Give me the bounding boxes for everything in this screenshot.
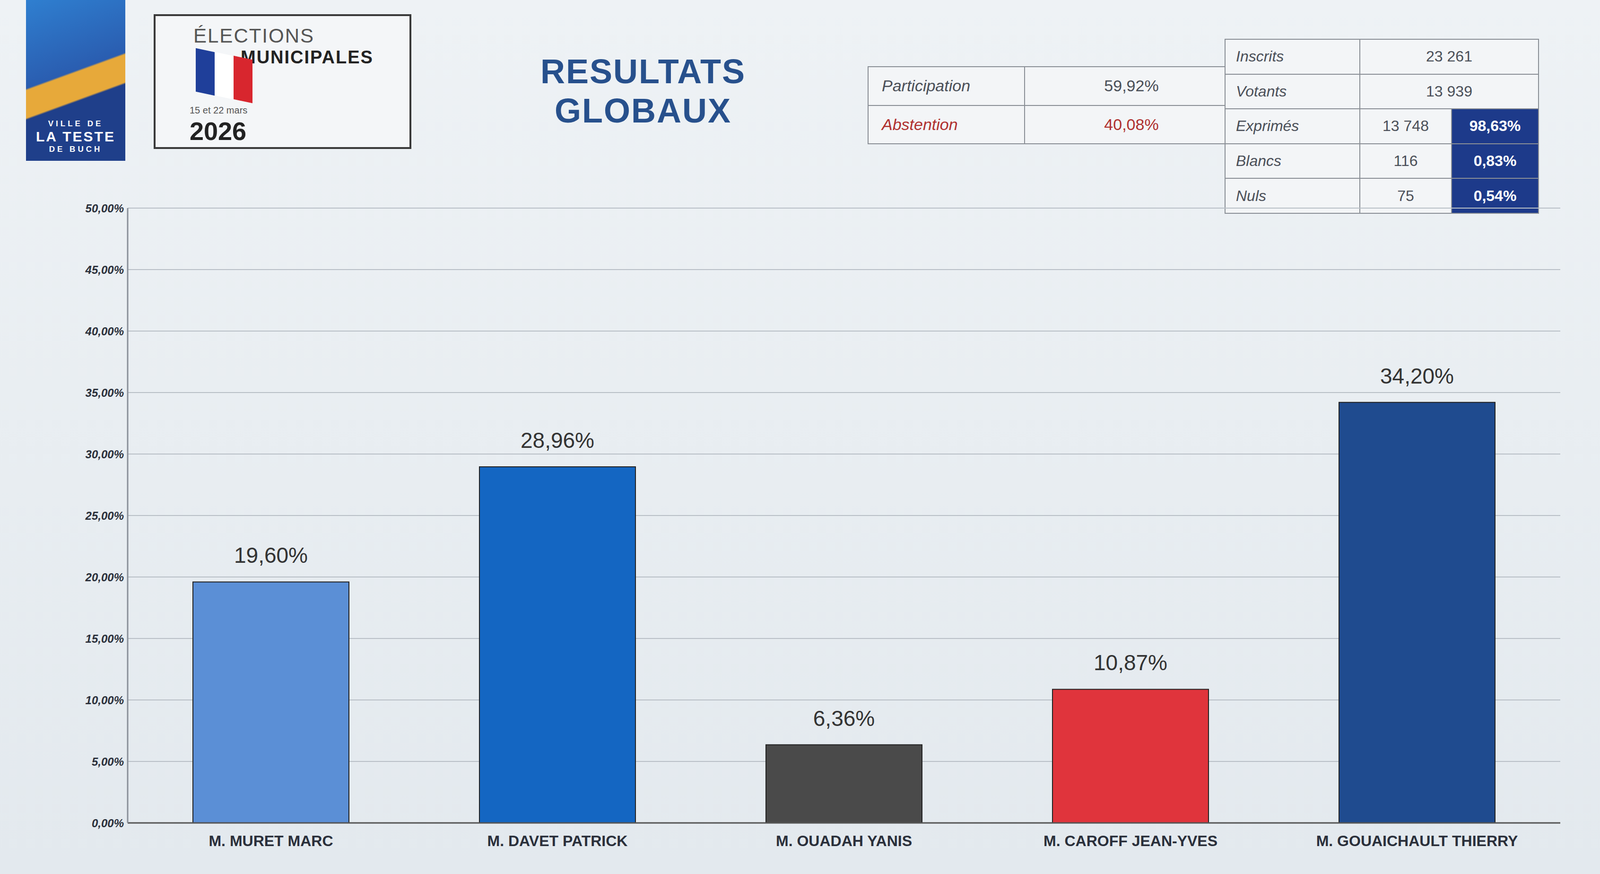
svg-text:19,60%: 19,60% xyxy=(234,542,308,568)
html-text:40,08%: 40,08% xyxy=(1104,115,1159,134)
svg-text:40,00%: 40,00% xyxy=(85,324,124,338)
svg-text:10,00%: 10,00% xyxy=(85,693,124,707)
html-text:75: 75 xyxy=(1397,187,1415,205)
svg-text:M. MURET MARC: M. MURET MARC xyxy=(208,832,333,850)
svg-text:35,00%: 35,00% xyxy=(85,386,124,400)
html-text:98,63%: 98,63% xyxy=(1469,117,1521,135)
svg-text:M. OUADAH YANIS: M. OUADAH YANIS xyxy=(775,832,913,850)
html-text:Blancs: Blancs xyxy=(1235,152,1282,170)
svg-text:28,96%: 28,96% xyxy=(520,427,595,453)
svg-text:M. GOUAICHAULT THIERRY: M. GOUAICHAULT THIERRY xyxy=(1316,832,1519,850)
html-text:0,54%: 0,54% xyxy=(1473,187,1517,205)
svg-text:5,00%: 5,00% xyxy=(91,755,124,768)
svg-text:15,00%: 15,00% xyxy=(85,632,124,645)
svg-text:20,00%: 20,00% xyxy=(85,570,124,584)
html-text:Inscrits: Inscrits xyxy=(1235,47,1284,65)
html-text:GLOBAUX: GLOBAUX xyxy=(554,91,732,130)
svg-text:25,00%: 25,00% xyxy=(85,509,124,522)
html-text:RESULTATS: RESULTATS xyxy=(540,52,746,91)
svg-text:45,00%: 45,00% xyxy=(85,263,124,277)
svg-text:34,20%: 34,20% xyxy=(1380,363,1454,389)
svg-text:M. CAROFF JEAN-YVES: M. CAROFF JEAN-YVES xyxy=(1043,832,1218,850)
html-text:Exprimés: Exprimés xyxy=(1235,117,1300,135)
html-text:DE BUCH: DE BUCH xyxy=(49,144,103,154)
html-text:2026: 2026 xyxy=(189,116,247,146)
html-text:ÉLECTIONS: ÉLECTIONS xyxy=(193,24,315,47)
html-text:MUNICIPALES: MUNICIPALES xyxy=(240,47,374,68)
svg-text:50,00%: 50,00% xyxy=(85,201,124,215)
html-text:VILLE DE: VILLE DE xyxy=(48,119,104,129)
html-text:Abstention: Abstention xyxy=(881,115,958,134)
html-text:15 et 22 mars: 15 et 22 mars xyxy=(189,104,248,116)
html-text:23 261: 23 261 xyxy=(1426,47,1473,65)
svg-text:M. DAVET PATRICK: M. DAVET PATRICK xyxy=(487,832,628,850)
html-text:13 939: 13 939 xyxy=(1426,82,1473,100)
html-text:0,83%: 0,83% xyxy=(1473,152,1517,170)
html-text:Votants: Votants xyxy=(1235,82,1287,100)
svg-text:10,87%: 10,87% xyxy=(1093,650,1168,675)
svg-text:0,00%: 0,00% xyxy=(91,816,124,830)
html-text:LA TESTE: LA TESTE xyxy=(35,128,116,145)
html-text:59,92%: 59,92% xyxy=(1104,76,1159,95)
svg-text:30,00%: 30,00% xyxy=(85,447,124,461)
svg-text:6,36%: 6,36% xyxy=(813,705,875,731)
html-text:13 748: 13 748 xyxy=(1382,117,1429,135)
html-text:116: 116 xyxy=(1393,152,1418,170)
html-text:Participation: Participation xyxy=(881,76,971,95)
html-text:Nuls: Nuls xyxy=(1235,187,1267,205)
